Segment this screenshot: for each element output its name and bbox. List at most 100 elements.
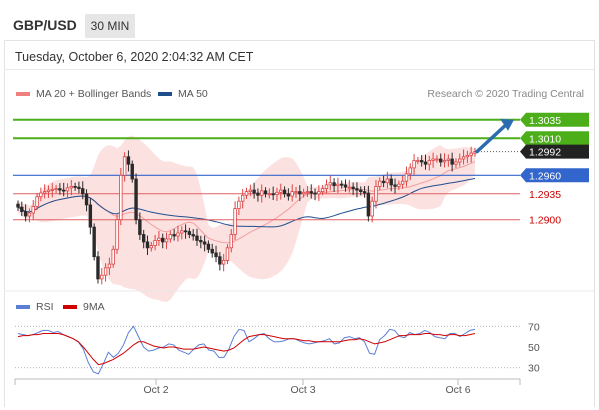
candle-body <box>450 158 454 165</box>
candle-body <box>195 235 199 241</box>
candle-body <box>88 204 93 228</box>
candle-body <box>374 185 378 202</box>
candle-body <box>16 203 20 208</box>
candle-body <box>202 241 207 245</box>
candle-body <box>31 205 35 214</box>
candle-body <box>252 189 256 194</box>
level-label-5: 1.2900 <box>529 215 561 227</box>
ma50-legend: MA 50 <box>158 88 208 100</box>
ma50-line <box>17 177 476 228</box>
bollinger-legend: MA 20 + Bollinger Bands <box>16 88 151 100</box>
candle-body <box>244 191 249 196</box>
bollinger-swatch <box>16 92 30 97</box>
forecast-arrow-shaft <box>475 123 508 154</box>
candle-body <box>39 192 43 198</box>
level-tag-1 <box>520 131 589 146</box>
candle-body <box>366 192 371 217</box>
candle-body <box>77 186 81 190</box>
candle-body <box>50 188 54 191</box>
candle-body <box>176 232 180 237</box>
candle-body <box>69 185 74 189</box>
date-label: Tuesday, October 6, 2020 2:04:32 AM CET <box>15 50 254 64</box>
candle-body <box>301 191 306 195</box>
candle-body <box>122 156 127 176</box>
candle-body <box>305 191 310 193</box>
timeframe-button[interactable]: 30 MIN <box>85 14 135 38</box>
candle-body <box>275 191 279 195</box>
candle-body <box>370 200 374 217</box>
candle-body <box>271 193 275 196</box>
candle-body <box>263 190 268 195</box>
candle-body <box>248 189 253 192</box>
candle-body <box>454 161 458 165</box>
candle-body <box>20 206 24 212</box>
candle-body <box>469 152 473 156</box>
rsi-swatch <box>16 305 30 310</box>
candle-body <box>84 193 89 206</box>
candle-body <box>225 247 230 261</box>
candle-body <box>229 234 233 249</box>
candle-body <box>145 241 150 249</box>
header-divider <box>4 69 594 70</box>
candle-body <box>320 188 325 192</box>
candle-body <box>347 186 352 189</box>
candle-body <box>294 191 298 193</box>
candle-body <box>62 189 66 192</box>
candle-body <box>439 158 443 163</box>
candle-body <box>385 178 390 184</box>
candle-body <box>431 158 435 161</box>
candle-body <box>23 211 28 217</box>
candle-body <box>267 193 272 196</box>
bollinger-band-fill <box>18 135 475 303</box>
candle-body <box>256 192 260 196</box>
candle-body <box>126 156 131 165</box>
level-label-2: 1.2992 <box>529 147 561 159</box>
nine-ma-swatch <box>63 305 77 310</box>
candle-body <box>233 208 237 235</box>
candle-body <box>65 187 70 192</box>
candle-body <box>81 188 85 195</box>
symbol-label: GBP/USD <box>13 17 77 33</box>
candle-body <box>73 185 77 188</box>
candle-body <box>404 173 409 182</box>
candle-body <box>442 160 447 163</box>
forecast-arrow-head <box>500 118 514 131</box>
candle-body <box>111 248 115 265</box>
candle-body <box>389 178 393 186</box>
candle-body <box>427 160 431 165</box>
candle-body <box>119 174 123 221</box>
chart-header: GBP/USD 30 MIN <box>0 0 599 40</box>
candle-body <box>206 243 211 250</box>
candle-body <box>46 189 51 192</box>
candle-body <box>381 180 386 184</box>
level-tag-0 <box>520 112 589 127</box>
candle-body <box>282 189 287 195</box>
candle-body <box>180 230 184 234</box>
candle-body <box>419 160 424 163</box>
nine-ma-legend-label: 9MA <box>83 301 105 313</box>
candle-body <box>343 184 348 188</box>
candle-body <box>423 161 428 165</box>
candle-body <box>279 189 283 193</box>
candle-body <box>103 267 108 276</box>
candle-body <box>115 219 119 250</box>
level-label-0: 1.3035 <box>529 115 561 127</box>
bollinger-legend-label: MA 20 + Bollinger Bands <box>36 88 152 100</box>
candle-body <box>465 154 470 158</box>
candle-body <box>130 163 134 180</box>
candle-body <box>317 191 321 195</box>
candle-body <box>107 263 112 269</box>
candle-body <box>100 274 104 280</box>
candle-body <box>351 186 355 190</box>
candle-body <box>157 237 161 241</box>
candle-body <box>96 256 100 280</box>
candle-body <box>138 219 142 235</box>
rsi-line <box>17 325 476 375</box>
x-tick-label: Oct 2 <box>143 384 168 396</box>
level-label-4: 1.2935 <box>529 189 561 201</box>
candle-body <box>309 191 313 194</box>
candle-body <box>58 188 62 191</box>
candle-body <box>355 188 359 191</box>
candle-body <box>161 237 165 243</box>
